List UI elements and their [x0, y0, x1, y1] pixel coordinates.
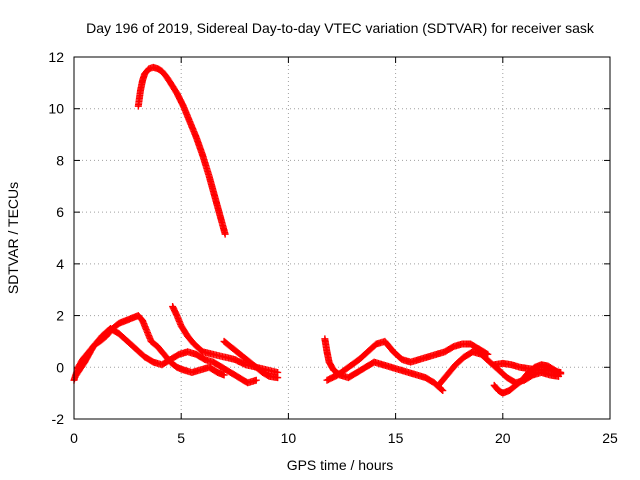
data-point — [252, 376, 260, 384]
data-point — [438, 386, 446, 394]
data-point — [274, 374, 282, 382]
data-point — [439, 387, 447, 395]
data-points — [70, 63, 565, 397]
grid — [74, 57, 610, 419]
ticks: 0 5 10 15 20 25 -2 0 2 4 6 8 10 12 — [48, 49, 618, 446]
x-tick-label: 25 — [602, 430, 618, 446]
series-arc-b — [72, 325, 260, 387]
y-tick-label: 12 — [48, 49, 64, 65]
series-arc-i — [490, 359, 565, 376]
x-tick-label: 10 — [281, 430, 297, 446]
x-axis-label: GPS time / hours — [287, 457, 394, 473]
x-tick-label: 15 — [388, 430, 404, 446]
series-arc-d — [220, 337, 282, 382]
y-tick-label: 2 — [56, 308, 64, 324]
data-point — [221, 230, 229, 238]
plot-frame — [73, 56, 611, 420]
chart-title: Day 196 of 2019, Sidereal Day-to-day VTE… — [86, 20, 595, 36]
y-tick-label: 0 — [56, 359, 64, 375]
series-arc-high — [134, 63, 229, 238]
y-tick-label: 8 — [56, 152, 64, 168]
y-tick-label: 10 — [48, 101, 64, 117]
series-arc-f — [323, 337, 492, 384]
y-tick-label: -2 — [52, 411, 65, 427]
y-tick-label: 6 — [56, 204, 64, 220]
x-tick-label: 5 — [177, 430, 185, 446]
y-tick-label: 4 — [56, 256, 64, 272]
x-tick-label: 20 — [495, 430, 511, 446]
data-point — [220, 371, 228, 379]
x-tick-label: 0 — [70, 430, 78, 446]
data-point — [557, 368, 565, 376]
y-axis-label: SDTVAR / TECUs — [5, 182, 21, 294]
